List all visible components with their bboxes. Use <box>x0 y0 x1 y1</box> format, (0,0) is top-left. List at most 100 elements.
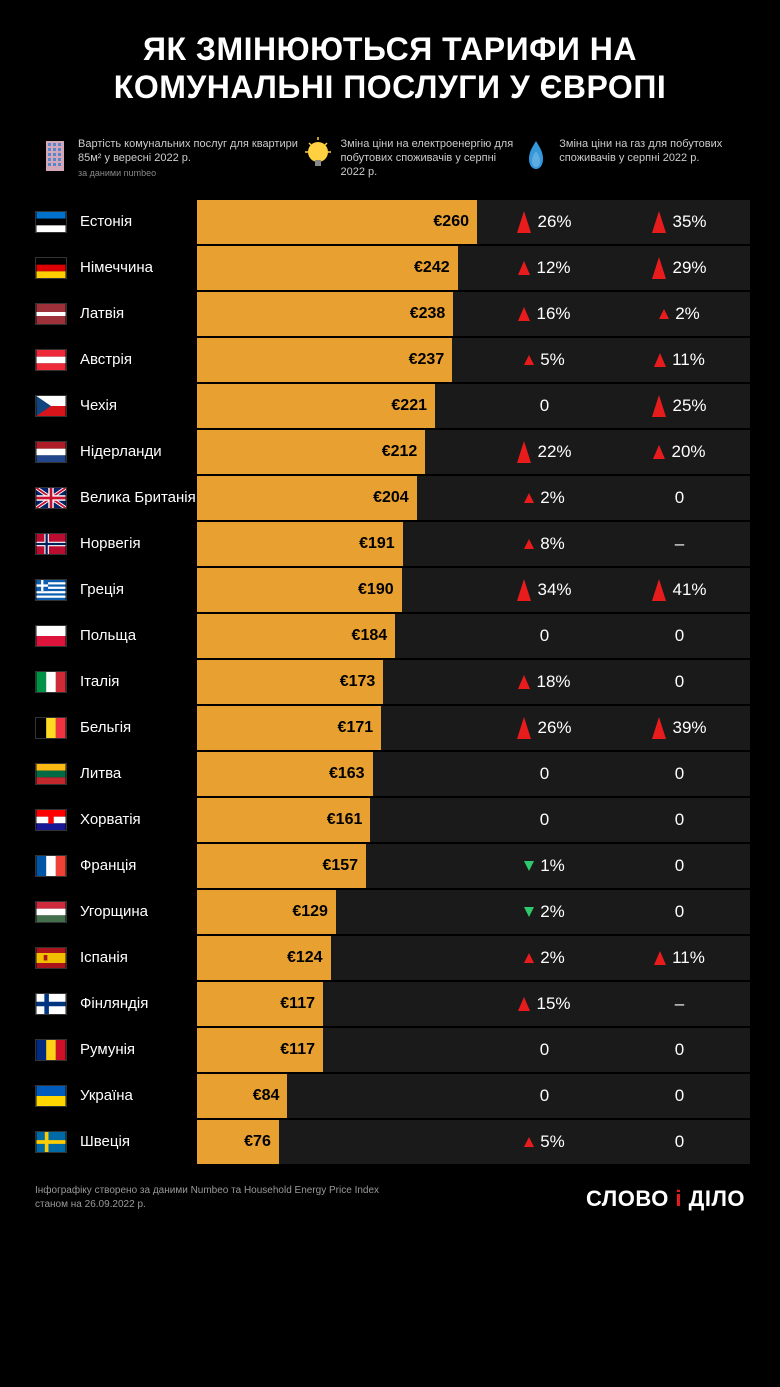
bar-cell: €173 <box>197 660 477 704</box>
bar-value: €191 <box>359 535 395 553</box>
data-rows: Естонія €260 26% 35% Німеччина €242 12% … <box>30 200 750 1164</box>
flag-icon <box>35 441 67 463</box>
country-name: Норвегія <box>72 522 197 566</box>
bar-value: €184 <box>352 627 388 645</box>
change-pct: 1% <box>540 856 565 876</box>
change-pct: 12% <box>536 258 570 278</box>
flag-cell <box>30 338 72 382</box>
country-name: Бельгія <box>72 706 197 750</box>
flag-icon <box>35 303 67 325</box>
bar-cell: €124 <box>197 936 477 980</box>
data-row: Німеччина €242 12% 29% <box>30 246 750 290</box>
flag-icon <box>35 349 67 371</box>
change-pct: 29% <box>672 258 706 278</box>
footer: Інфографіку створено за даними Numbeo та… <box>30 1184 750 1212</box>
bar: €260 <box>197 200 477 244</box>
country-name: Австрія <box>72 338 197 382</box>
bar: €129 <box>197 890 336 934</box>
change-pct: 2% <box>540 902 565 922</box>
flag-cell <box>30 292 72 336</box>
arrow-up-icon <box>517 579 531 601</box>
bar: €184 <box>197 614 395 658</box>
arrow-up-icon <box>653 445 665 459</box>
gas-change: 25% <box>612 384 747 428</box>
flag-cell <box>30 660 72 704</box>
data-row: Франція €157 1% 0 <box>30 844 750 888</box>
change-pct: 34% <box>537 580 571 600</box>
flame-icon <box>521 137 551 173</box>
electricity-change: 5% <box>477 1120 612 1164</box>
flag-icon <box>35 901 67 923</box>
change-pct: 41% <box>672 580 706 600</box>
bar-value: €190 <box>358 581 394 599</box>
bar: €173 <box>197 660 383 704</box>
bar-cell: €237 <box>197 338 477 382</box>
bar: €163 <box>197 752 373 796</box>
electricity-change: 0 <box>477 752 612 796</box>
gas-change: 0 <box>612 476 747 520</box>
gas-change: – <box>612 982 747 1026</box>
arrow-up-icon <box>652 211 666 233</box>
gas-change: 0 <box>612 890 747 934</box>
electricity-change: 0 <box>477 1028 612 1072</box>
legend-utility-source: за даними numbeo <box>78 168 303 178</box>
country-name: Фінляндія <box>72 982 197 1026</box>
gas-change: 41% <box>612 568 747 612</box>
flag-icon <box>35 809 67 831</box>
data-row: Бельгія €171 26% 39% <box>30 706 750 750</box>
flag-icon <box>35 625 67 647</box>
electricity-change: 0 <box>477 384 612 428</box>
bar: €117 <box>197 982 323 1026</box>
arrow-up-icon <box>652 717 666 739</box>
bar-cell: €117 <box>197 982 477 1026</box>
country-name: Угорщина <box>72 890 197 934</box>
data-row: Чехія €221 0 25% <box>30 384 750 428</box>
data-row: Іспанія €124 2% 11% <box>30 936 750 980</box>
change-pct: 26% <box>537 212 571 232</box>
bar-cell: €163 <box>197 752 477 796</box>
bar-value: €221 <box>391 397 427 415</box>
bar-value: €163 <box>329 765 365 783</box>
arrow-up-icon <box>652 579 666 601</box>
flag-icon <box>35 533 67 555</box>
gas-change: 0 <box>612 1074 747 1118</box>
bar-value: €124 <box>287 949 323 967</box>
change-pct: 5% <box>540 1132 565 1152</box>
country-name: Румунія <box>72 1028 197 1072</box>
country-name: Україна <box>72 1074 197 1118</box>
legend-row: Вартість комунальних послуг для квартири… <box>30 137 750 180</box>
electricity-change: 0 <box>477 614 612 658</box>
flag-cell <box>30 522 72 566</box>
change-zero: 0 <box>675 856 684 876</box>
change-pct: 22% <box>537 442 571 462</box>
legend-gas: Зміна ціни на газ для побутових споживач… <box>521 137 740 180</box>
gas-change: 0 <box>612 752 747 796</box>
gas-change: 0 <box>612 660 747 704</box>
electricity-change: 0 <box>477 1074 612 1118</box>
change-zero: 0 <box>675 672 684 692</box>
change-pct: 11% <box>672 948 705 968</box>
bar-value: €171 <box>338 719 374 737</box>
electricity-change: 2% <box>477 936 612 980</box>
country-name: Польща <box>72 614 197 658</box>
bar: €117 <box>197 1028 323 1072</box>
bar-cell: €204 <box>197 476 477 520</box>
flag-cell <box>30 384 72 428</box>
bar-value: €242 <box>414 259 450 277</box>
electricity-change: 18% <box>477 660 612 704</box>
country-name: Франція <box>72 844 197 888</box>
data-row: Фінляндія €117 15% – <box>30 982 750 1026</box>
bar: €171 <box>197 706 381 750</box>
gas-change: 2% <box>612 292 747 336</box>
legend-utility: Вартість комунальних послуг для квартири… <box>40 137 303 180</box>
change-pct: 5% <box>540 350 565 370</box>
flag-icon <box>35 717 67 739</box>
change-pct: 16% <box>536 304 570 324</box>
arrow-up-icon <box>524 355 534 365</box>
country-name: Італія <box>72 660 197 704</box>
country-name: Німеччина <box>72 246 197 290</box>
bar: €161 <box>197 798 370 842</box>
gas-change: – <box>612 522 747 566</box>
flag-cell <box>30 706 72 750</box>
legend-electricity: Зміна ціни на електроенергію для побутов… <box>303 137 522 180</box>
